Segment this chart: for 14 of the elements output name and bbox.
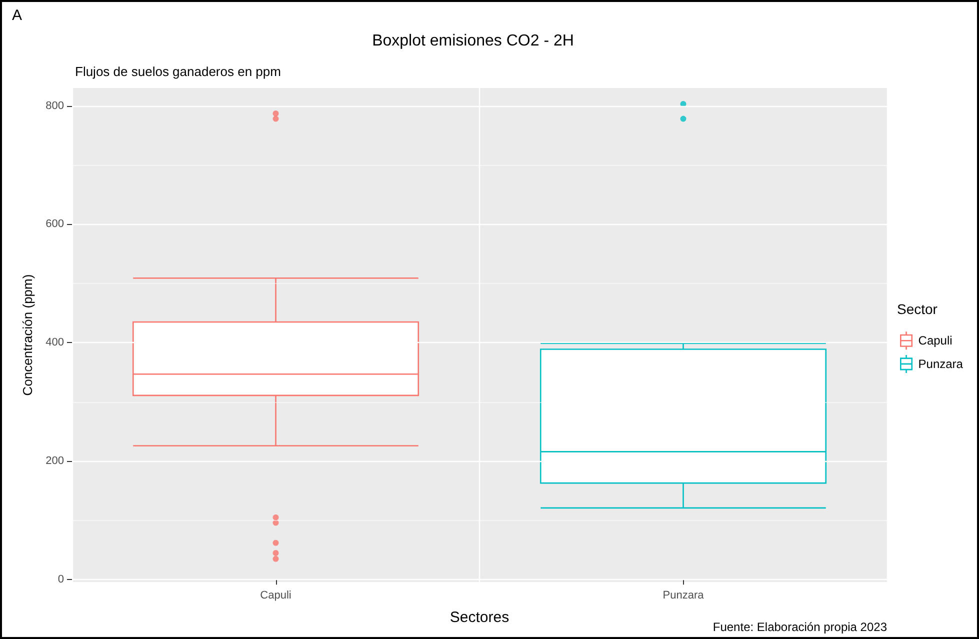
y-tick-label: 400 (46, 336, 64, 349)
y-tick-label: 800 (46, 100, 64, 112)
legend-title: Sector (897, 301, 938, 317)
x-axis-title: Sectores (450, 609, 510, 626)
text: A (12, 7, 22, 24)
y-axis-title: Concentración (ppm) (20, 274, 35, 396)
legend-label: Capuli (918, 334, 952, 348)
chart-subtitle: Flujos de suelos ganaderos en ppm (75, 64, 281, 79)
source-note: Fuente: Elaboración propia 2023 (712, 620, 888, 634)
y-tick-label: 200 (46, 455, 64, 468)
y-tick-label: 0 (58, 574, 64, 586)
chart-title: Boxplot emisiones CO2 - 2H (372, 32, 574, 50)
legend-label: Punzara (918, 356, 964, 371)
y-tick-label: 600 (46, 218, 64, 230)
